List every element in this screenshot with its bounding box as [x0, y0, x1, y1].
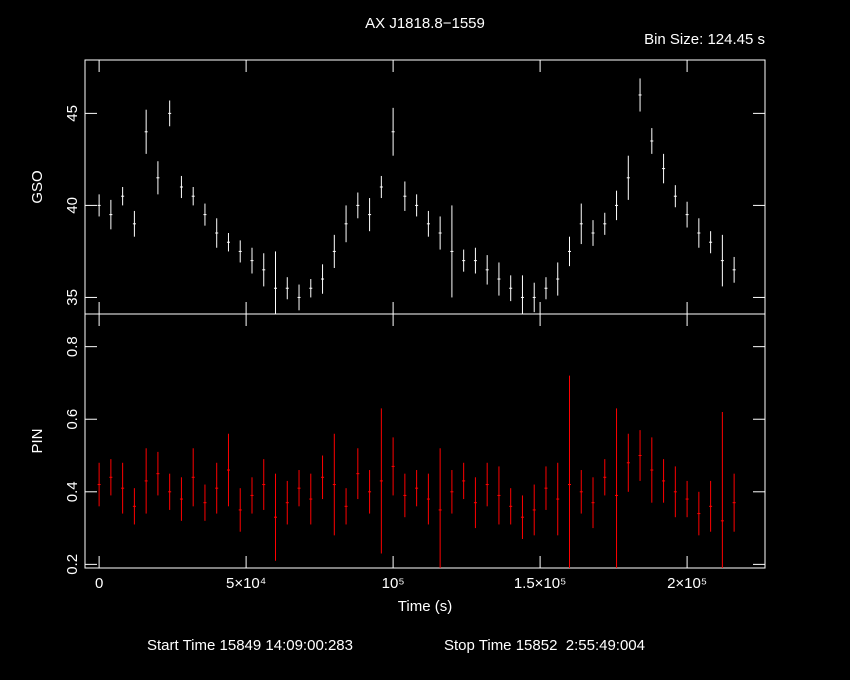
- x-tick-label: 5×10⁴: [226, 575, 266, 592]
- y-tick-label: 0.4: [64, 481, 81, 502]
- y-tick-label: 35: [64, 289, 81, 306]
- x-tick-label: 1.5×10⁵: [514, 575, 567, 592]
- panel-frame: [84, 59, 766, 315]
- y-tick-label: 45: [64, 105, 81, 122]
- x-tick-label: 2×10⁵: [667, 575, 707, 592]
- stop-time: Stop Time 15852 2:55:49:004: [444, 637, 645, 654]
- start-time: Start Time 15849 14:09:00:283: [147, 637, 353, 654]
- series: [97, 375, 736, 568]
- x-tick-label: 0: [95, 575, 103, 592]
- panel-frame: [84, 313, 766, 569]
- series: [97, 78, 736, 314]
- bin-size: Bin Size: 124.45 s: [644, 31, 765, 48]
- y-tick-label: 0.8: [64, 336, 81, 357]
- chart-title: AX J1818.8−1559: [365, 15, 485, 32]
- y-tick-label: 40: [64, 197, 81, 214]
- y-axis-label: GSO: [29, 170, 46, 203]
- y-tick-label: 0.2: [64, 554, 81, 575]
- x-tick-label: 10⁵: [382, 575, 405, 592]
- y-tick-label: 0.6: [64, 409, 81, 430]
- x-axis-label: Time (s): [398, 598, 452, 615]
- y-axis-label: PIN: [29, 428, 46, 453]
